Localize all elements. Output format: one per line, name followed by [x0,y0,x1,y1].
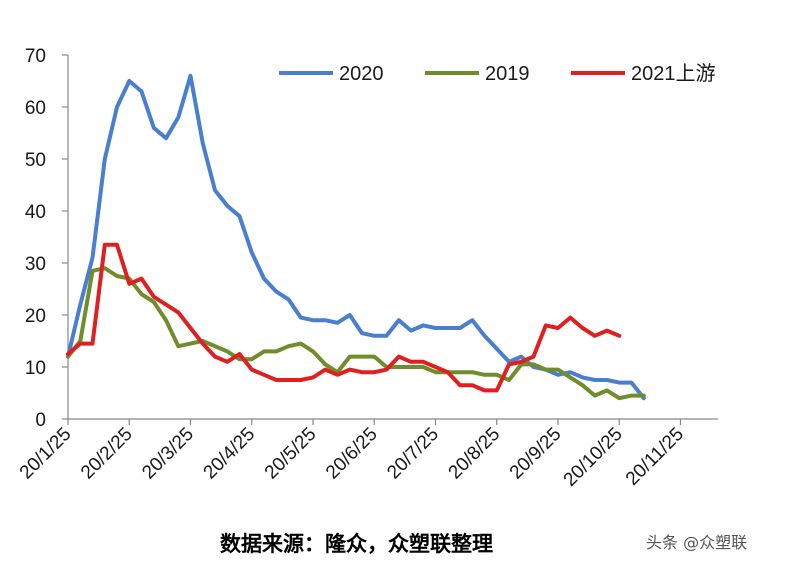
x-tick-label: 20/11/25 [622,424,688,490]
y-tick-label: 40 [25,202,46,223]
y-axis: 0 10 20 30 40 50 60 70 [25,46,69,431]
x-tick-label: 20/10/25 [560,424,627,491]
x-tick-label: 20/6/25 [322,424,382,484]
legend-label-1: 2019 [485,63,530,85]
series-line-1 [66,266,646,401]
x-tick-label: 20/2/25 [77,424,137,484]
x-tick-label: 20/5/25 [261,424,321,484]
x-tick-label: 20/1/25 [16,424,76,484]
source-note: 数据来源：隆众，众塑联整理 [220,532,493,556]
legend: 2020 2019 2021上游 [279,62,716,85]
x-tick-label: 20/9/25 [506,424,566,484]
x-tick-label: 20/4/25 [200,424,260,484]
x-tick-label: 20/3/25 [138,424,198,484]
y-tick-label: 60 [25,98,46,119]
x-axis: 20/1/25 20/2/25 20/3/25 20/4/25 20/5/25 20/6/… [16,418,718,491]
x-tick-label: 20/8/25 [445,424,505,484]
y-tick-label: 30 [25,254,46,275]
legend-label-2: 2021上游 [631,62,716,85]
series-line-0 [66,73,646,401]
y-tick-label: 70 [25,46,46,67]
x-tick-label: 20/7/25 [383,424,443,484]
y-tick-label: 10 [25,358,46,379]
y-tick-label: 20 [25,306,46,327]
watermark: 头条 @众塑联 [646,533,748,552]
series-layer [66,73,646,401]
legend-label-0: 2020 [339,63,384,85]
y-tick-label: 50 [25,150,46,171]
y-tick-label: 0 [35,410,46,431]
series-line-2 [66,242,622,393]
